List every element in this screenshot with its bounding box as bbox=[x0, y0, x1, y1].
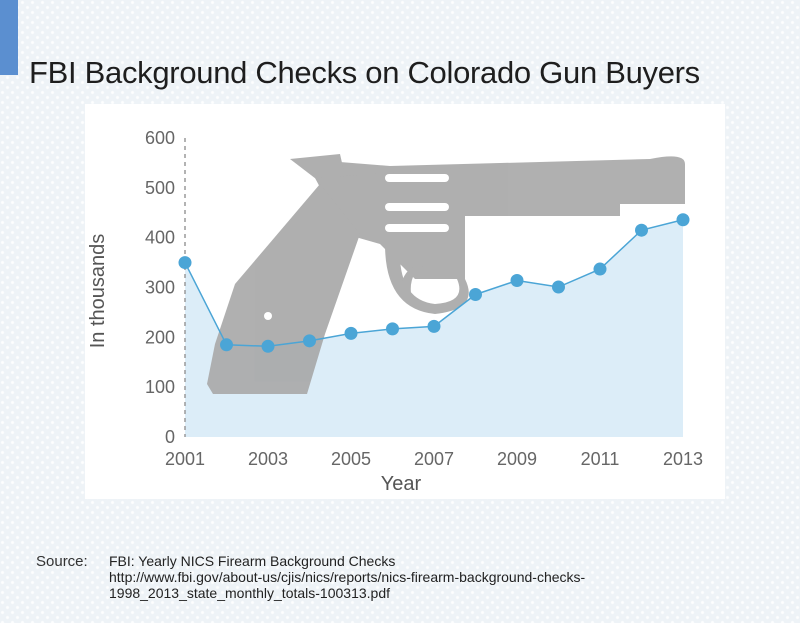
y-tick-label: 300 bbox=[145, 278, 175, 298]
x-tick-label: 2005 bbox=[331, 449, 371, 469]
data-point-2010 bbox=[552, 280, 565, 294]
y-tick-label: 100 bbox=[145, 377, 175, 397]
y-tick-label: 400 bbox=[145, 228, 175, 248]
x-tick-label: 2001 bbox=[165, 449, 205, 469]
data-point-2006 bbox=[386, 322, 399, 336]
revolver-icon bbox=[207, 154, 685, 394]
data-point-2013 bbox=[676, 213, 690, 227]
source-line-3: 1998_2013_state_monthly_totals-100313.pd… bbox=[109, 585, 390, 601]
x-tick-label: 2009 bbox=[497, 449, 537, 469]
source-line-2: http://www.fbi.gov/about-us/cjis/nics/re… bbox=[109, 569, 586, 585]
y-tick-label: 600 bbox=[145, 128, 175, 148]
y-tick-label: 200 bbox=[145, 327, 175, 347]
data-point-2011 bbox=[593, 262, 607, 276]
data-point-2012 bbox=[635, 223, 648, 237]
x-tick-label: 2013 bbox=[663, 449, 703, 469]
data-point-2008 bbox=[469, 287, 482, 301]
data-point-2003 bbox=[261, 339, 275, 353]
x-axis-title: Year bbox=[381, 473, 422, 495]
page-title: FBI Background Checks on Colorado Gun Bu… bbox=[29, 55, 700, 90]
source-label: Source: bbox=[36, 553, 88, 570]
source-citation: FBI: Yearly NICS Firearm Background Chec… bbox=[109, 553, 585, 601]
data-point-2007 bbox=[427, 319, 441, 333]
source-line-1: FBI: Yearly NICS Firearm Background Chec… bbox=[109, 553, 396, 569]
y-tick-labels: 0 100 200 300 400 500 600 bbox=[145, 128, 175, 447]
x-tick-label: 2007 bbox=[414, 449, 454, 469]
data-point-2005 bbox=[344, 326, 358, 340]
data-point-2002 bbox=[220, 338, 233, 352]
x-tick-labels: 2001 2003 2005 2007 2009 2011 2013 bbox=[165, 449, 703, 469]
data-point-2001 bbox=[178, 256, 192, 270]
y-axis-title: In thousands bbox=[87, 234, 109, 349]
data-point-2004 bbox=[303, 334, 316, 348]
y-tick-label: 500 bbox=[145, 178, 175, 198]
x-tick-label: 2011 bbox=[581, 449, 620, 469]
y-tick-label: 0 bbox=[165, 427, 175, 447]
accent-bar bbox=[0, 0, 18, 75]
chart-card: 0 100 200 300 400 500 600 2001 2003 2005 2007 2009… bbox=[85, 104, 725, 499]
x-tick-label: 2003 bbox=[248, 449, 288, 469]
data-point-2009 bbox=[510, 274, 524, 288]
data-points bbox=[178, 213, 690, 353]
chart: 0 100 200 300 400 500 600 2001 2003 2005 2007 2009… bbox=[87, 128, 703, 495]
